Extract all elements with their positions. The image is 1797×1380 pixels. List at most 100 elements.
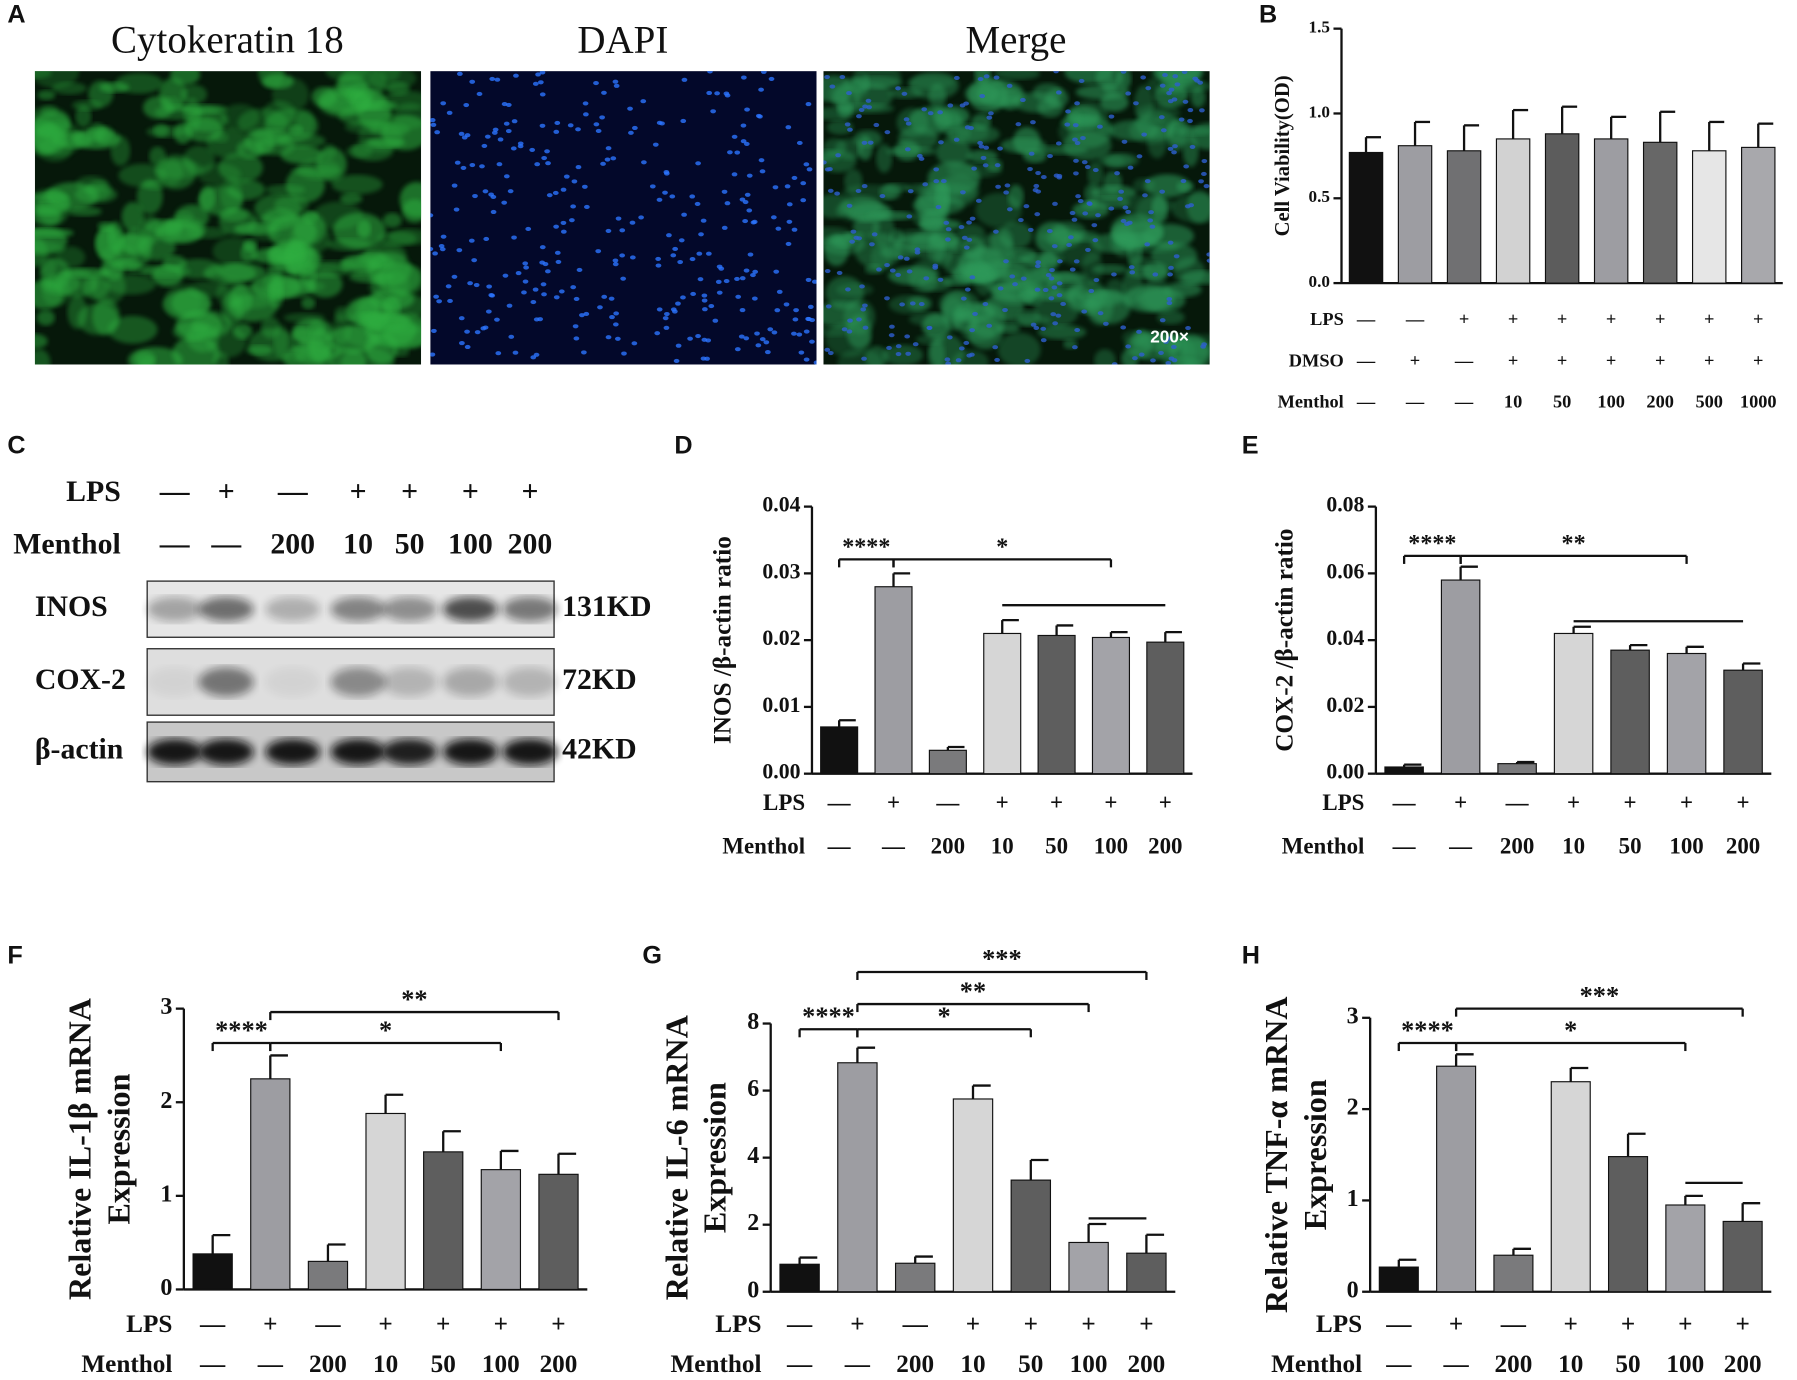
nucleus <box>895 272 901 277</box>
nucleus <box>532 287 539 292</box>
nucleus <box>541 292 547 297</box>
row-label: + <box>1704 350 1714 370</box>
nucleus <box>786 202 793 207</box>
nucleus <box>490 209 497 215</box>
nucleus <box>1080 135 1086 141</box>
row-label: 10 <box>991 833 1014 858</box>
bar <box>1493 1254 1534 1293</box>
blot-band <box>265 596 321 622</box>
nucleus <box>1033 325 1040 331</box>
bar <box>1550 1081 1591 1293</box>
nucleus <box>697 277 704 282</box>
nucleus <box>796 140 803 146</box>
panel-letter: F <box>7 942 22 970</box>
blot-row-label: — <box>159 528 190 561</box>
nucleus <box>1144 179 1151 184</box>
nucleus <box>873 122 880 128</box>
nucleus <box>775 226 782 231</box>
nucleus <box>1145 86 1152 91</box>
nucleus <box>546 193 553 198</box>
row-label: 10 <box>1504 392 1522 412</box>
blot-band <box>147 596 203 622</box>
row-label: 200 <box>540 1351 578 1378</box>
nucleus <box>764 350 771 355</box>
nucleus <box>1168 265 1174 270</box>
nucleus <box>1024 358 1031 363</box>
nucleus <box>1060 301 1066 307</box>
row-label: — <box>1405 392 1425 412</box>
cell <box>248 328 297 362</box>
nucleus <box>918 302 925 307</box>
nucleus <box>763 340 770 345</box>
cell <box>915 334 946 345</box>
nucleus <box>1034 264 1041 269</box>
nucleus <box>1189 144 1196 149</box>
nucleus <box>865 98 872 103</box>
cell <box>268 277 317 298</box>
cell <box>825 322 871 358</box>
nucleus <box>1172 74 1179 79</box>
nucleus <box>791 331 797 336</box>
nucleus <box>909 301 916 306</box>
blot-row-label: + <box>401 475 418 508</box>
row-name: Menthol <box>81 1351 172 1378</box>
cell <box>217 263 266 282</box>
bar <box>1722 1220 1763 1293</box>
nucleus <box>474 330 481 335</box>
cell <box>367 71 417 90</box>
nucleus <box>517 141 524 146</box>
nucleus <box>960 296 967 301</box>
nucleus <box>978 144 985 149</box>
nucleus <box>1073 171 1079 176</box>
nucleus <box>824 74 830 80</box>
nucleus <box>944 357 951 362</box>
blot-row-label: — <box>277 475 308 508</box>
nucleus <box>1045 273 1052 278</box>
cell <box>121 201 145 232</box>
cell <box>118 163 166 188</box>
nucleus <box>945 227 952 232</box>
bar <box>1384 766 1424 775</box>
nucleus <box>755 343 762 348</box>
row-label: — <box>1454 392 1474 412</box>
nucleus <box>861 356 867 361</box>
cell <box>334 306 350 323</box>
nucleus <box>1126 220 1133 225</box>
magnification: 200× <box>1150 327 1189 347</box>
cell <box>908 312 951 326</box>
cell <box>34 192 70 203</box>
cell <box>835 283 874 297</box>
cell <box>124 264 158 274</box>
cell <box>34 228 74 238</box>
nucleus <box>553 295 560 300</box>
bar <box>837 1062 878 1293</box>
bar <box>365 1112 406 1291</box>
nucleus <box>1168 87 1175 92</box>
cell <box>376 262 422 295</box>
nucleus <box>553 224 559 229</box>
cell <box>54 246 86 269</box>
cell <box>107 315 158 344</box>
nucleus <box>451 183 458 188</box>
nucleus <box>1097 124 1103 129</box>
row-label: 200 <box>1724 1351 1762 1378</box>
cell <box>1069 230 1100 243</box>
nucleus <box>922 182 929 187</box>
bar <box>1553 632 1594 775</box>
cell <box>1134 84 1154 122</box>
nucleus <box>1035 260 1042 265</box>
nucleus <box>694 201 701 206</box>
cell <box>162 290 210 319</box>
nucleus <box>467 281 473 286</box>
nucleus <box>958 224 965 230</box>
nucleus <box>563 174 570 179</box>
bar <box>1723 669 1763 775</box>
nucleus <box>783 302 790 307</box>
nucleus <box>539 92 546 97</box>
blot-band <box>382 738 438 766</box>
nucleus <box>1057 259 1063 264</box>
row-name: Menthol <box>722 833 805 858</box>
row-name: LPS <box>715 1311 761 1338</box>
row-label: 10 <box>1558 1351 1583 1378</box>
nucleus <box>503 174 510 179</box>
